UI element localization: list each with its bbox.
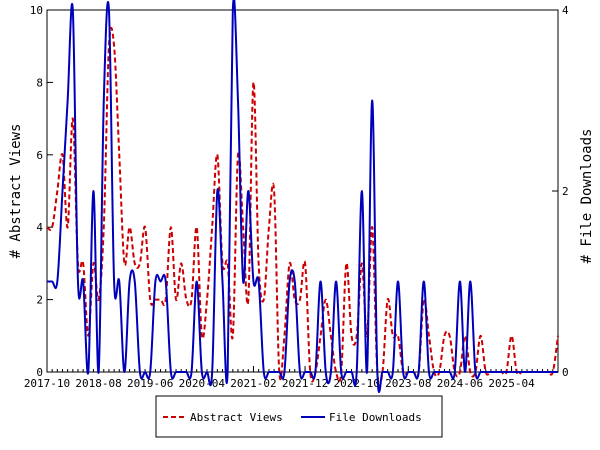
x-tick-label: 2023-08 [385, 377, 431, 390]
x-tick-label: 2025-04 [488, 377, 535, 390]
y-left-tick-label: 6 [36, 149, 43, 162]
series-layer [46, 0, 559, 393]
y-left-tick-labels: 0 2 4 6 8 10 [30, 4, 53, 379]
plot-area [46, 9, 559, 373]
y-right-tick-label: 0 [562, 366, 569, 379]
series-line-abstract-views [46, 27, 559, 387]
y-left-tick-label: 8 [36, 76, 43, 89]
legend: Abstract Views File Downloads [155, 395, 443, 438]
x-tick-label: 2022-10 [334, 377, 380, 390]
x-tick-label: 2020-04 [179, 377, 226, 390]
legend-box [155, 395, 443, 438]
y-right-tick-label: 2 [562, 185, 569, 198]
x-tick-label: 2024-06 [437, 377, 483, 390]
y-left-tick-label: 10 [30, 4, 43, 17]
legend-label-abstract-views: Abstract Views [190, 411, 283, 424]
x-tick-label: 2021-12 [282, 377, 328, 390]
y-left-tick-label: 4 [36, 221, 43, 234]
x-tick-label: 2019-06 [127, 377, 173, 390]
y-left-tick-label: 2 [36, 294, 43, 307]
legend-label-file-downloads: File Downloads [329, 411, 422, 424]
series-line-file-downloads [46, 0, 558, 393]
x-tick-label: 2018-08 [75, 377, 121, 390]
y-right-axis-title: # File Downloads [579, 129, 595, 264]
y-left-axis-title: # Abstract Views [8, 124, 24, 259]
y-left-tick-label: 0 [36, 366, 43, 379]
x-axis-tick-labels: 2017-10 2018-08 2019-06 2020-04 2021-02 2021-… [24, 366, 535, 390]
x-tick-label: 2017-10 [24, 377, 70, 390]
y-right-tick-label: 4 [562, 4, 569, 17]
x-tick-label: 2021-02 [230, 377, 276, 390]
